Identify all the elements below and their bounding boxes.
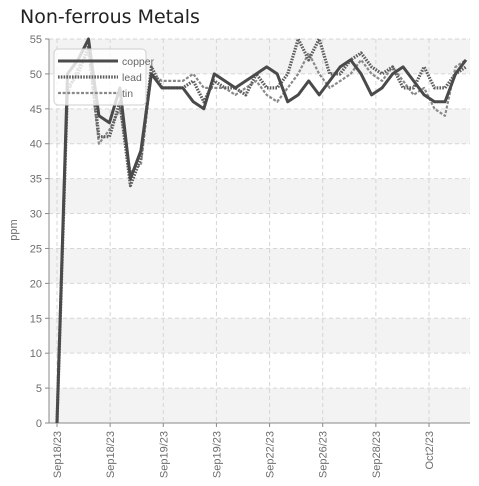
y-tick-labels: 0 5 10 15 20 25 30 35 40 45 50 55 [30, 34, 49, 430]
y-tick-label: 45 [30, 104, 42, 116]
y-tick-label: 30 [30, 209, 42, 221]
legend-label-lead[interactable]: lead [122, 72, 142, 84]
plot-band [49, 248, 470, 284]
y-tick-label: 15 [30, 313, 42, 325]
x-tick-label: Oct2/23 [424, 431, 436, 470]
y-tick-label: 25 [30, 243, 42, 255]
x-tick-label: Sep28/23 [371, 431, 383, 478]
legend-label-copper[interactable]: copper [122, 56, 155, 68]
y-tick-label: 0 [36, 418, 42, 430]
chart-title: Non-ferrous Metals [20, 6, 200, 28]
plot-band [49, 108, 470, 144]
axes [48, 39, 470, 424]
x-tick-labels: Sep18/23 Sep18/23 Sep19/23 Sep19/23 Sep22/23… [52, 423, 436, 478]
y-tick-label: 10 [30, 348, 42, 360]
x-tick-label: Sep22/23 [265, 431, 277, 478]
x-tick-label: Sep18/23 [105, 431, 117, 478]
legend-label-tin[interactable]: tin [122, 88, 133, 100]
plot-band [49, 318, 470, 354]
y-tick-label: 5 [36, 383, 42, 395]
x-tick-label: Sep19/23 [211, 431, 223, 478]
y-tick-label: 35 [30, 174, 42, 186]
x-tick-label: Sep19/23 [158, 431, 170, 478]
series-line-copper [55, 37, 468, 424]
y-tick-label: 50 [30, 69, 42, 81]
y-tick-label: 40 [30, 139, 42, 151]
plot-band [49, 388, 470, 423]
x-tick-label: Sep18/23 [52, 431, 64, 478]
plot-band [49, 178, 470, 214]
y-axis-label: ppm [8, 219, 20, 240]
legend[interactable]: copper lead tin [53, 48, 155, 106]
y-tick-label: 20 [30, 278, 42, 290]
series-lines [55, 37, 468, 424]
y-tick-label: 55 [30, 34, 42, 46]
x-tick-label: Sep26/23 [318, 431, 330, 478]
